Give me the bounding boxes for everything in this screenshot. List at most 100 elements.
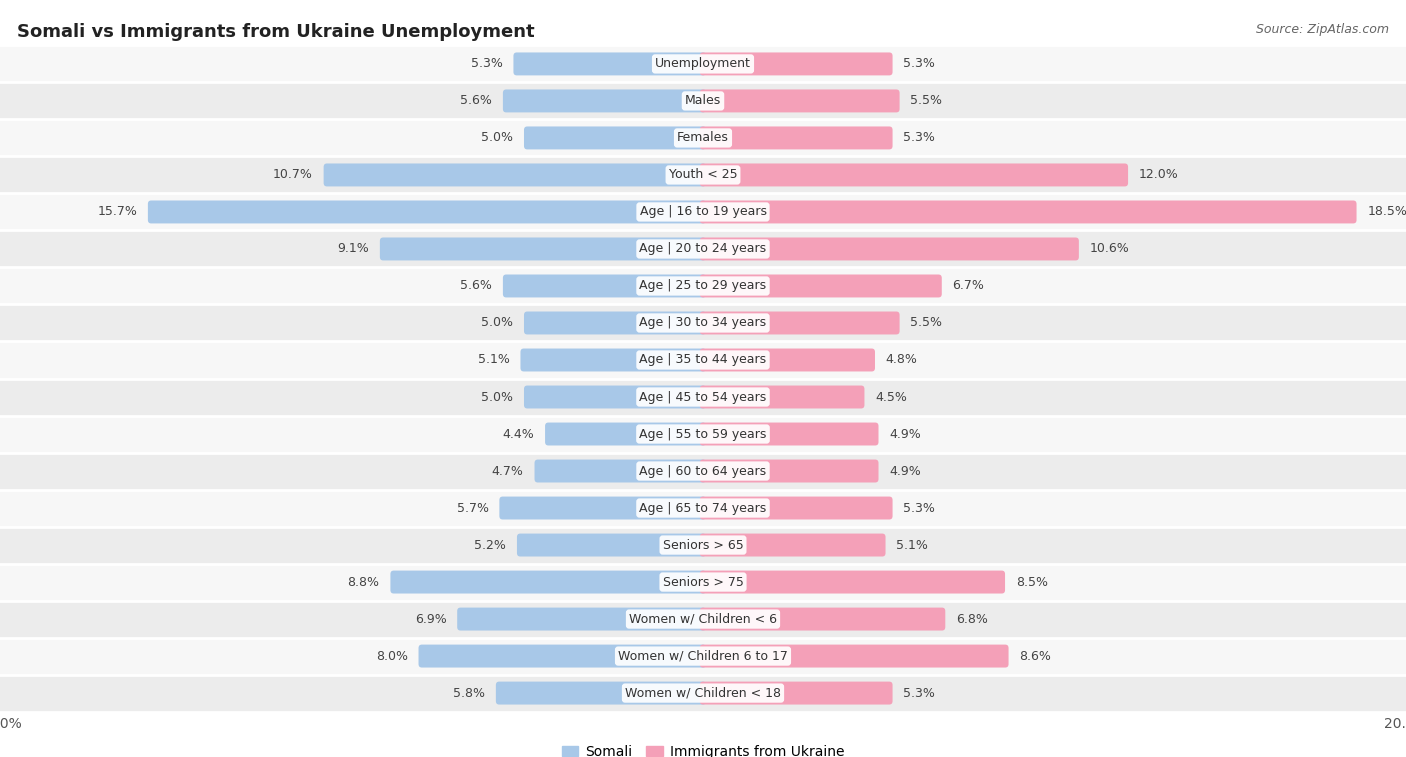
FancyBboxPatch shape	[700, 275, 942, 298]
Text: 5.3%: 5.3%	[904, 132, 935, 145]
Text: 5.3%: 5.3%	[904, 58, 935, 70]
FancyBboxPatch shape	[700, 459, 879, 482]
Text: 15.7%: 15.7%	[97, 205, 138, 219]
Text: Age | 20 to 24 years: Age | 20 to 24 years	[640, 242, 766, 255]
Text: 12.0%: 12.0%	[1139, 169, 1178, 182]
Text: 5.7%: 5.7%	[457, 502, 489, 515]
FancyBboxPatch shape	[517, 534, 706, 556]
FancyBboxPatch shape	[499, 497, 706, 519]
FancyBboxPatch shape	[700, 422, 879, 445]
Text: Age | 16 to 19 years: Age | 16 to 19 years	[640, 205, 766, 219]
FancyBboxPatch shape	[391, 571, 706, 593]
FancyBboxPatch shape	[700, 52, 893, 76]
Text: 5.5%: 5.5%	[911, 95, 942, 107]
Text: Unemployment: Unemployment	[655, 58, 751, 70]
Bar	[0, 45, 1406, 83]
FancyBboxPatch shape	[534, 459, 706, 482]
Bar	[0, 230, 1406, 267]
FancyBboxPatch shape	[496, 681, 706, 705]
Text: 10.7%: 10.7%	[273, 169, 314, 182]
Bar	[0, 453, 1406, 490]
FancyBboxPatch shape	[700, 497, 893, 519]
Text: 4.9%: 4.9%	[890, 465, 921, 478]
FancyBboxPatch shape	[700, 348, 875, 372]
FancyBboxPatch shape	[503, 89, 706, 112]
FancyBboxPatch shape	[546, 422, 706, 445]
Text: 10.6%: 10.6%	[1090, 242, 1129, 255]
Text: Source: ZipAtlas.com: Source: ZipAtlas.com	[1256, 23, 1389, 36]
Text: 8.0%: 8.0%	[375, 650, 408, 662]
FancyBboxPatch shape	[700, 681, 893, 705]
Text: 5.8%: 5.8%	[453, 687, 485, 699]
Text: Age | 65 to 74 years: Age | 65 to 74 years	[640, 502, 766, 515]
Text: Somali vs Immigrants from Ukraine Unemployment: Somali vs Immigrants from Ukraine Unempl…	[17, 23, 534, 41]
Text: 6.8%: 6.8%	[956, 612, 988, 625]
Text: 5.2%: 5.2%	[474, 538, 506, 552]
Bar	[0, 378, 1406, 416]
FancyBboxPatch shape	[700, 534, 886, 556]
Text: 5.0%: 5.0%	[481, 391, 513, 403]
Text: Age | 30 to 34 years: Age | 30 to 34 years	[640, 316, 766, 329]
Bar	[0, 490, 1406, 527]
FancyBboxPatch shape	[700, 385, 865, 409]
Text: 4.8%: 4.8%	[886, 354, 918, 366]
Text: 5.6%: 5.6%	[460, 279, 492, 292]
Text: 5.0%: 5.0%	[481, 132, 513, 145]
Text: 6.9%: 6.9%	[415, 612, 447, 625]
Text: 8.8%: 8.8%	[347, 575, 380, 588]
FancyBboxPatch shape	[513, 52, 706, 76]
Text: 5.6%: 5.6%	[460, 95, 492, 107]
FancyBboxPatch shape	[419, 645, 706, 668]
Text: 8.5%: 8.5%	[1015, 575, 1047, 588]
FancyBboxPatch shape	[700, 645, 1008, 668]
FancyBboxPatch shape	[700, 312, 900, 335]
Text: 5.3%: 5.3%	[471, 58, 503, 70]
Text: 5.5%: 5.5%	[911, 316, 942, 329]
Text: Seniors > 75: Seniors > 75	[662, 575, 744, 588]
Bar	[0, 341, 1406, 378]
Text: Age | 55 to 59 years: Age | 55 to 59 years	[640, 428, 766, 441]
FancyBboxPatch shape	[503, 275, 706, 298]
FancyBboxPatch shape	[700, 164, 1128, 186]
Bar	[0, 527, 1406, 563]
Text: Age | 60 to 64 years: Age | 60 to 64 years	[640, 465, 766, 478]
FancyBboxPatch shape	[700, 608, 945, 631]
Text: 5.3%: 5.3%	[904, 502, 935, 515]
Text: 8.6%: 8.6%	[1019, 650, 1052, 662]
FancyBboxPatch shape	[700, 238, 1078, 260]
FancyBboxPatch shape	[323, 164, 706, 186]
Bar	[0, 674, 1406, 712]
Text: 5.1%: 5.1%	[897, 538, 928, 552]
FancyBboxPatch shape	[380, 238, 706, 260]
Bar	[0, 600, 1406, 637]
Text: Women w/ Children < 18: Women w/ Children < 18	[626, 687, 780, 699]
Text: 4.4%: 4.4%	[502, 428, 534, 441]
Text: Age | 45 to 54 years: Age | 45 to 54 years	[640, 391, 766, 403]
Text: Age | 35 to 44 years: Age | 35 to 44 years	[640, 354, 766, 366]
FancyBboxPatch shape	[700, 571, 1005, 593]
Text: Seniors > 65: Seniors > 65	[662, 538, 744, 552]
FancyBboxPatch shape	[700, 126, 893, 149]
FancyBboxPatch shape	[524, 126, 706, 149]
Text: Women w/ Children 6 to 17: Women w/ Children 6 to 17	[619, 650, 787, 662]
Bar	[0, 120, 1406, 157]
Text: 5.0%: 5.0%	[481, 316, 513, 329]
Text: 4.7%: 4.7%	[492, 465, 524, 478]
FancyBboxPatch shape	[148, 201, 706, 223]
Text: 4.5%: 4.5%	[875, 391, 907, 403]
FancyBboxPatch shape	[700, 89, 900, 112]
Bar	[0, 194, 1406, 230]
Bar	[0, 83, 1406, 120]
Text: Youth < 25: Youth < 25	[669, 169, 737, 182]
Text: Females: Females	[678, 132, 728, 145]
Text: 4.9%: 4.9%	[890, 428, 921, 441]
FancyBboxPatch shape	[457, 608, 706, 631]
Text: Age | 25 to 29 years: Age | 25 to 29 years	[640, 279, 766, 292]
Bar	[0, 267, 1406, 304]
Text: Women w/ Children < 6: Women w/ Children < 6	[628, 612, 778, 625]
Legend: Somali, Immigrants from Ukraine: Somali, Immigrants from Ukraine	[557, 740, 849, 757]
FancyBboxPatch shape	[520, 348, 706, 372]
Text: 5.1%: 5.1%	[478, 354, 510, 366]
FancyBboxPatch shape	[700, 201, 1357, 223]
Text: 5.3%: 5.3%	[904, 687, 935, 699]
